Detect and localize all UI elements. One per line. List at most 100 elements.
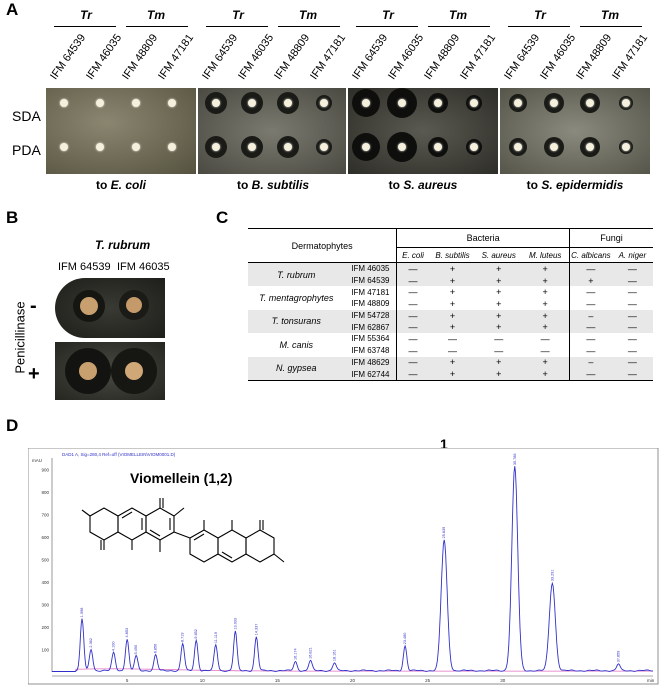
result-cell: — bbox=[396, 356, 429, 369]
result-cell: — bbox=[569, 298, 612, 310]
peak-label: 33.291 bbox=[550, 570, 554, 582]
colony-spot bbox=[320, 143, 328, 151]
result-cell: + bbox=[476, 368, 522, 380]
peak-label: 5.490 bbox=[134, 645, 138, 655]
result-cell: + bbox=[476, 274, 522, 287]
group-underline bbox=[278, 26, 340, 27]
result-cell: + bbox=[476, 262, 522, 275]
peak-label: 4.100 bbox=[112, 641, 116, 651]
y-tick-label: 300 bbox=[41, 602, 49, 607]
table-row: IFM 64539— + + + + — bbox=[248, 274, 653, 287]
table-row: IFM 63748 — — — — — — bbox=[248, 344, 653, 357]
penicillinase-plus-plate bbox=[55, 342, 165, 400]
result-cell: + bbox=[476, 309, 522, 322]
peak-label: 37.859 bbox=[616, 651, 620, 663]
result-cell: + bbox=[521, 321, 570, 334]
result-cell: — bbox=[569, 368, 612, 380]
result-cell: + bbox=[496, 298, 502, 309]
table-row: M. canis IFM 55364 — — — — — — bbox=[248, 333, 653, 350]
strain-label: IFM 47181 bbox=[458, 32, 499, 82]
result-cell: + bbox=[449, 287, 456, 298]
colony-spot bbox=[514, 99, 522, 107]
result-cell: — bbox=[540, 333, 550, 344]
panel-b-row-minus: - bbox=[30, 295, 37, 317]
species-name: T. tonsurans bbox=[248, 309, 345, 334]
colony-icon bbox=[125, 362, 143, 380]
colony-spot bbox=[60, 99, 68, 107]
result-cell: — bbox=[396, 274, 429, 287]
result-cell: + bbox=[569, 274, 612, 287]
colony-spot bbox=[248, 99, 256, 107]
strain-cell: IFM 63748 bbox=[351, 346, 390, 356]
table-row: IFM 62867— + + + — — bbox=[248, 321, 653, 334]
strain-label: IFM 47181 bbox=[308, 32, 349, 82]
group-label-tr: Tr bbox=[232, 8, 244, 22]
result-cell: + bbox=[428, 274, 477, 287]
result-cell: — bbox=[627, 298, 637, 309]
panel-b-letter: B bbox=[6, 208, 19, 227]
y-tick-label: 100 bbox=[41, 647, 49, 652]
result-cell: + bbox=[428, 321, 477, 334]
panel-b-axis-label: Penicillinase bbox=[12, 301, 28, 374]
resistance-table: Dermatophytes Bacteria Fungi E. coli B. s… bbox=[248, 228, 653, 381]
result-cell: — bbox=[494, 333, 504, 344]
colony-spot bbox=[362, 143, 370, 151]
column-header: B. subtilis bbox=[435, 250, 470, 260]
panel-a-letter: A bbox=[6, 0, 19, 19]
colony-spot bbox=[168, 99, 176, 107]
column-header: M. luteus bbox=[528, 250, 562, 260]
colony-spot bbox=[362, 99, 370, 107]
target-label: to B. subtilis bbox=[236, 178, 309, 192]
result-cell: — bbox=[396, 321, 429, 334]
colony-icon bbox=[79, 362, 97, 380]
group-label-tm: Tm bbox=[299, 8, 317, 22]
colony-spot bbox=[622, 99, 630, 107]
strain-cell: IFM 47181 bbox=[351, 287, 390, 297]
column-header: S. aureus bbox=[481, 250, 516, 260]
result-cell: — bbox=[611, 262, 653, 275]
species-name: T. rubrum bbox=[248, 262, 345, 287]
colony-spot bbox=[470, 143, 478, 151]
peak-label: 23.480 bbox=[403, 633, 407, 645]
group-underline bbox=[580, 26, 642, 27]
result-cell: — bbox=[396, 344, 429, 357]
peak-label: 9.652 bbox=[194, 629, 198, 639]
table-row: T. rubrum IFM 46035— + + + — — bbox=[248, 262, 653, 287]
strain-cell: IFM 48809 bbox=[351, 299, 390, 309]
result-cell: — bbox=[396, 298, 429, 310]
peak-marker-1: 1 bbox=[440, 436, 448, 452]
chromatogram: DAD1 A, Sig=280,4 Ref=off (VIOMELLEIN\VI… bbox=[28, 448, 659, 685]
result-cell: — bbox=[627, 345, 637, 356]
result-cell: — bbox=[447, 345, 457, 356]
peak-label: 14.337 bbox=[254, 624, 258, 636]
y-tick-label: 400 bbox=[41, 580, 49, 585]
x-tick-label: 10 bbox=[200, 678, 206, 683]
strain-cell: IFM 48629 bbox=[344, 356, 397, 369]
strain-label: IFM 48809 bbox=[272, 32, 313, 82]
strain-label: IFM 47181 bbox=[610, 32, 651, 82]
chromatogram-header: DAD1 A, Sig=280,4 Ref=off (VIOMELLEIN\VI… bbox=[62, 452, 176, 457]
colony-spot bbox=[622, 143, 630, 151]
group-label-tr: Tr bbox=[80, 8, 92, 22]
colony-spot bbox=[550, 99, 558, 107]
peak-label: 16.821 bbox=[308, 647, 312, 659]
target-label: to E. coli bbox=[95, 178, 146, 192]
result-cell: + bbox=[476, 321, 522, 334]
dermatophytes-header: Dermatophytes bbox=[248, 229, 397, 263]
y-tick-label: 600 bbox=[41, 535, 49, 540]
strain-cell: IFM 54728 bbox=[344, 309, 397, 322]
x-axis: 5 10 15 20 25 30 min bbox=[52, 675, 655, 683]
peak-label: 16.174 bbox=[293, 648, 297, 660]
result-cell: — bbox=[447, 333, 457, 344]
result-cell: — bbox=[627, 333, 637, 344]
strain-label: IFM 64539 bbox=[502, 32, 543, 82]
target-label: to S. aureus bbox=[388, 178, 458, 192]
panel-b-strain-1: IFM 64539 bbox=[58, 261, 111, 273]
x-axis-label: min bbox=[647, 678, 655, 683]
fungi-header: Fungi bbox=[569, 229, 653, 248]
result-cell: + bbox=[521, 309, 570, 322]
strain-cell: IFM 64539 bbox=[344, 274, 397, 287]
result-cell: — bbox=[396, 333, 429, 345]
colony-spot bbox=[60, 143, 68, 151]
result-cell: — bbox=[611, 274, 653, 287]
